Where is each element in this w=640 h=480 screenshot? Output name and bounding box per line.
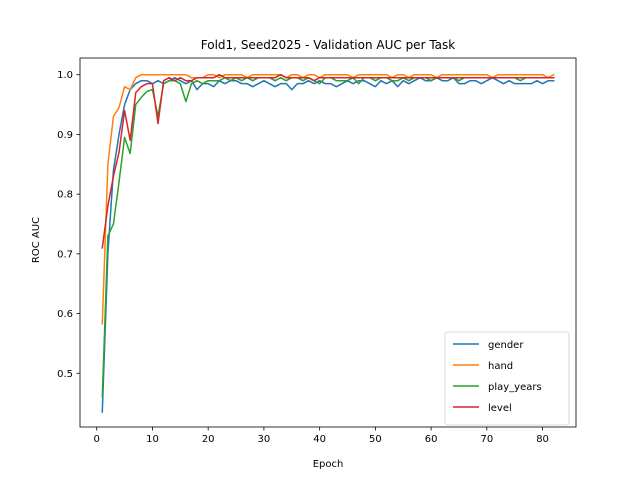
x-tick-label: 20: [202, 434, 215, 445]
series-line-level: [101, 73, 555, 249]
axes-layer: 0 10 20 30 40 50 60 70 80 0.5 0.6 0.7 0.8 0.9 1.0: [57, 57, 577, 445]
legend-box: [444, 331, 570, 426]
series-line-hand: [101, 73, 555, 325]
y-tick-label: 0.9: [57, 130, 73, 141]
chart-title: Fold1, Seed2025 - Validation AUC per Tas…: [201, 38, 455, 52]
legend-label-play-years: play_years: [488, 382, 542, 393]
legend-label-gender: gender: [488, 340, 524, 351]
axes-frame: [79, 57, 577, 428]
x-tick-label: 80: [536, 434, 549, 445]
legend-label-hand: hand: [488, 361, 513, 372]
x-tick-label: 10: [146, 434, 159, 445]
x-tick-label: 70: [480, 434, 493, 445]
y-tick-label: 1.0: [57, 70, 73, 81]
x-tick-label: 0: [94, 434, 100, 445]
x-tick-label: 60: [425, 434, 438, 445]
y-tick-label: 0.6: [57, 309, 73, 320]
x-tick-label: 50: [369, 434, 382, 445]
x-tick-label: 30: [258, 434, 271, 445]
y-tick-label: 0.8: [57, 190, 73, 201]
x-tick-label: 40: [313, 434, 326, 445]
y-tick-label: 0.7: [57, 249, 73, 260]
y-tick-label: 0.5: [57, 369, 73, 380]
legend-label-level: level: [488, 403, 512, 414]
x-axis-label: Epoch: [313, 459, 344, 470]
series-layer: [101, 73, 555, 413]
y-axis-label: ROC AUC: [31, 217, 42, 263]
